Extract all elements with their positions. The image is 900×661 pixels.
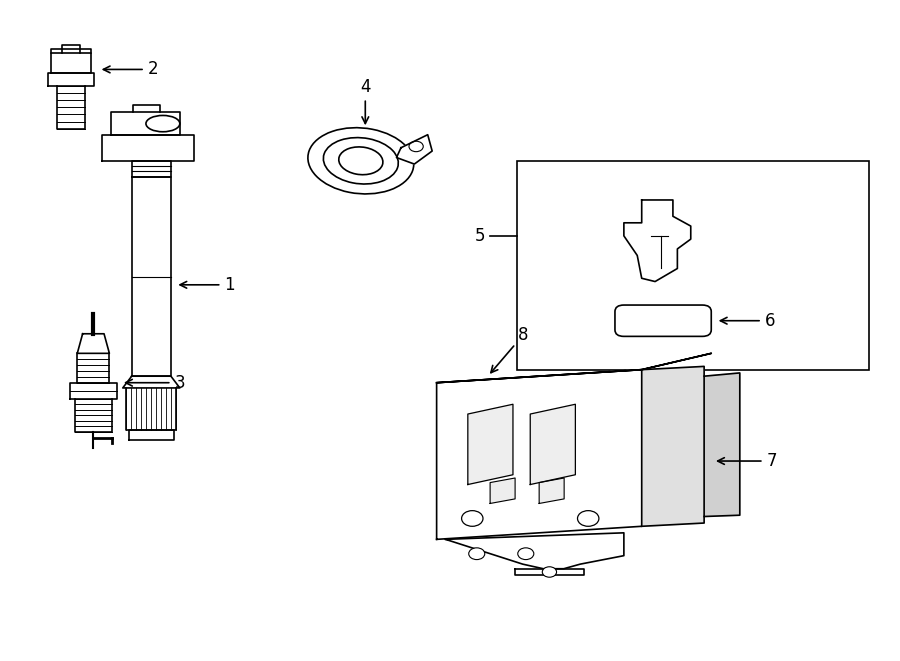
Text: 3: 3	[126, 373, 185, 392]
Text: 4: 4	[360, 77, 371, 124]
Ellipse shape	[338, 147, 382, 175]
Polygon shape	[75, 399, 112, 432]
Text: 6: 6	[720, 312, 775, 330]
Text: 5: 5	[475, 227, 486, 245]
Polygon shape	[468, 405, 513, 485]
Polygon shape	[397, 135, 432, 164]
Text: 2: 2	[104, 60, 158, 79]
Text: 1: 1	[180, 276, 235, 293]
Polygon shape	[436, 354, 711, 383]
Ellipse shape	[323, 137, 399, 184]
Polygon shape	[624, 200, 691, 282]
Polygon shape	[70, 383, 116, 399]
Polygon shape	[122, 376, 180, 388]
Polygon shape	[704, 373, 740, 516]
Polygon shape	[491, 478, 515, 504]
Circle shape	[469, 548, 485, 560]
FancyBboxPatch shape	[615, 305, 711, 336]
Polygon shape	[436, 369, 642, 539]
Circle shape	[462, 511, 483, 526]
Polygon shape	[642, 366, 704, 526]
Polygon shape	[103, 135, 194, 161]
Polygon shape	[131, 161, 171, 177]
Circle shape	[518, 548, 534, 560]
Ellipse shape	[308, 128, 414, 194]
Polygon shape	[129, 430, 174, 440]
Polygon shape	[77, 334, 110, 354]
Text: 7: 7	[717, 452, 777, 470]
Polygon shape	[51, 53, 91, 73]
Polygon shape	[446, 533, 624, 568]
Polygon shape	[48, 73, 94, 86]
Polygon shape	[539, 478, 564, 504]
Polygon shape	[530, 405, 575, 485]
Polygon shape	[77, 354, 110, 383]
Circle shape	[543, 566, 556, 577]
Circle shape	[578, 511, 599, 526]
Polygon shape	[112, 112, 180, 135]
Polygon shape	[515, 568, 584, 575]
Polygon shape	[131, 177, 171, 376]
Polygon shape	[126, 388, 176, 430]
Text: 8: 8	[491, 326, 529, 373]
